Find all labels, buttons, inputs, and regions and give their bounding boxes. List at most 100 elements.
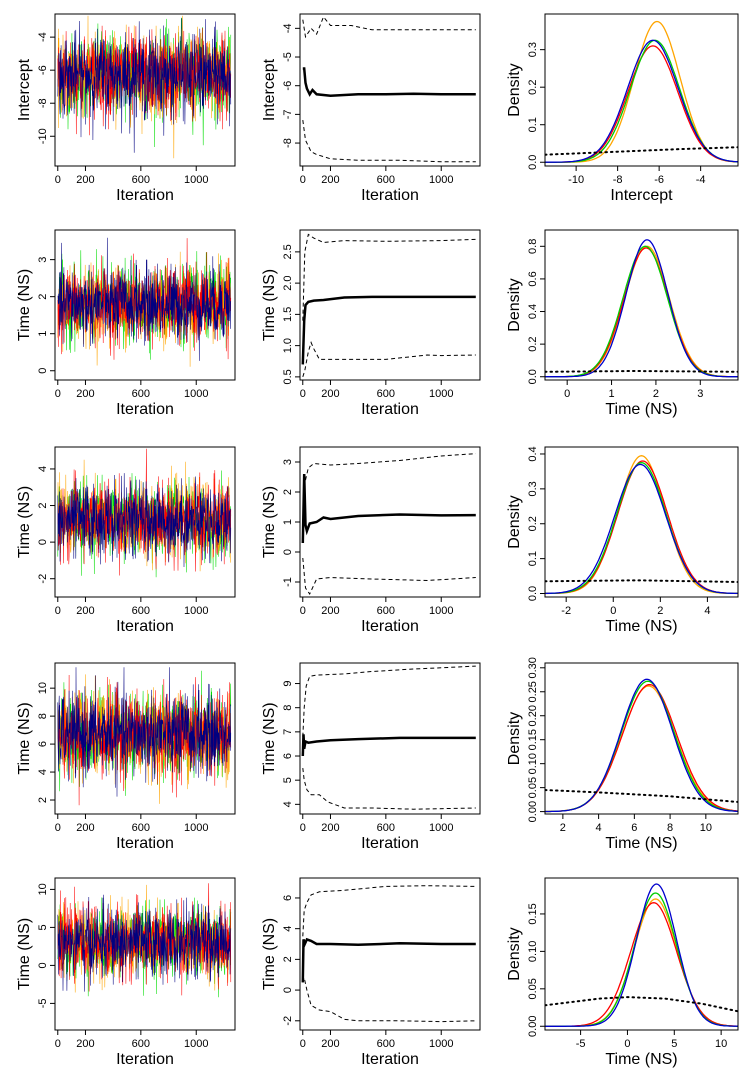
plot-frame [54,446,236,598]
x-axis-label: Iteration [116,187,174,204]
x-tick-label: 0 [300,605,306,617]
y-tick-label: 0.25 [527,681,539,702]
trace-plot-row-3: 0 200 600 1000 -2 0 2 4 Iteration Time (NS) [16,446,236,635]
y-tick-label: -8 [37,98,49,108]
plot-frame [299,446,481,598]
lower-quantile-line [302,557,476,596]
running-mean-plot-row-3: 0 200 600 1000 -1 0 1 2 3 Iteration Time (NS) [261,446,481,635]
x-tick-label: 600 [132,605,150,617]
y-tick-label: 0.3 [527,42,539,57]
y-tick-label: 0.2 [527,336,539,351]
x-tick-label: 1000 [429,605,453,617]
y-tick-label: 0 [37,368,49,374]
plot-area [545,20,738,163]
y-tick-label: 0 [37,539,49,545]
upper-quantile-line [302,665,476,737]
y-axis-label: Intercept [261,58,278,121]
x-tick-label: -5 [576,1038,586,1050]
plot-area [301,453,476,596]
y-axis-label: Intercept [16,58,33,121]
x-axis-label: Iteration [361,835,419,852]
x-tick-label: 600 [132,1038,150,1050]
x-tick-label: 0 [55,388,61,400]
y-tick-label: 0.1 [527,551,539,566]
x-tick-label: 600 [132,822,150,834]
y-axis-label: Time (NS) [16,702,33,774]
y-tick-label: 0.30 [527,657,539,678]
x-tick-label: 0 [55,822,61,834]
x-axis-label: Time (NS) [605,618,677,635]
plot-area [301,233,476,378]
plot-frame [544,877,739,1031]
y-axis-label: Time (NS) [16,486,33,558]
prior-density-curve [545,996,738,1013]
y-tick-label: -10 [37,128,49,144]
posterior-density-curve-1 [545,245,738,378]
x-tick-label: 0 [300,174,306,186]
x-tick-label: 600 [132,388,150,400]
y-tick-label: 9 [282,680,294,686]
y-axis-label: Time (NS) [16,269,33,341]
x-tick-label: 600 [132,174,150,186]
running-mean-line [301,473,476,544]
running-mean-plot-row-5: 0 200 600 1000 -2 0 2 4 6 Iteration Time (NS) [261,877,481,1068]
x-tick-label: 1000 [184,174,208,186]
x-axis-label: Iteration [361,1051,419,1068]
y-tick-label: 1.5 [282,307,294,322]
y-tick-label: 6 [37,741,49,747]
y-tick-label: -1 [282,577,294,587]
x-axis-label: Time (NS) [605,1051,677,1068]
y-tick-label: 0 [282,549,294,555]
y-axis-label: Time (NS) [261,269,278,341]
y-tick-label: 0 [37,962,49,968]
y-tick-label: 0.00 [527,801,539,822]
x-tick-label: 3 [697,388,703,400]
x-axis-label: Iteration [116,835,174,852]
x-tick-label: 1000 [184,1038,208,1050]
prior-density-curve [545,369,738,373]
x-tick-label: 0 [55,605,61,617]
y-tick-label: 3 [37,257,49,263]
upper-quantile-line [302,885,476,937]
chain-trace-4 [57,473,232,568]
chain-trace-4 [57,18,232,153]
y-tick-label: 1 [282,519,294,525]
upper-quantile-line [302,233,476,321]
x-tick-label: 1000 [429,822,453,834]
y-tick-label: 0.00 [527,1016,539,1037]
y-tick-label: -8 [282,138,294,148]
x-tick-label: 600 [377,605,395,617]
y-tick-label: 4 [282,801,294,807]
x-tick-label: 1000 [184,605,208,617]
x-tick-label: 200 [76,174,94,186]
trace-plot-row-2: 0 200 600 1000 0 1 2 3 Iteration Time (NS) [16,229,236,418]
density-plot-row-2: 0 1 2 3 0.0 0.2 0.4 0.6 0.8 Time (NS) Density [506,229,739,418]
plot-area [57,883,232,998]
y-tick-label: 0.2 [527,80,539,95]
y-tick-label: 1 [37,331,49,337]
x-tick-label: 0 [610,605,616,617]
prior-density-curve [545,789,738,803]
y-axis-label: Density [506,712,523,765]
x-axis-label: Iteration [116,1051,174,1068]
y-tick-label: 8 [37,713,49,719]
plot-frame [54,13,236,167]
running-mean-plot-row-4: 0 200 600 1000 4 5 6 7 8 9 Iteration Time (NS) [261,662,481,852]
y-tick-label: 4 [37,769,49,775]
y-tick-label: 0.05 [527,978,539,999]
x-tick-label: 2 [653,388,659,400]
prior-density-curve [545,146,738,156]
y-axis-label: Time (NS) [261,702,278,774]
x-tick-label: 200 [321,1038,339,1050]
posterior-density-curve-4 [545,239,738,378]
plot-frame [54,877,236,1031]
y-axis-label: Time (NS) [16,918,33,990]
y-tick-label: 2 [37,294,49,300]
x-tick-label: 4 [596,822,602,834]
prior-density-curve [545,579,738,583]
y-tick-label: 0.0 [527,155,539,170]
y-tick-label: 2 [282,489,294,495]
lower-quantile-line [302,120,476,163]
running-mean-plot-row-2: 0 200 600 1000 0.5 1.0 1.5 2.0 2.5 Iteration Time … [261,229,481,418]
lower-quantile-line [302,341,476,378]
